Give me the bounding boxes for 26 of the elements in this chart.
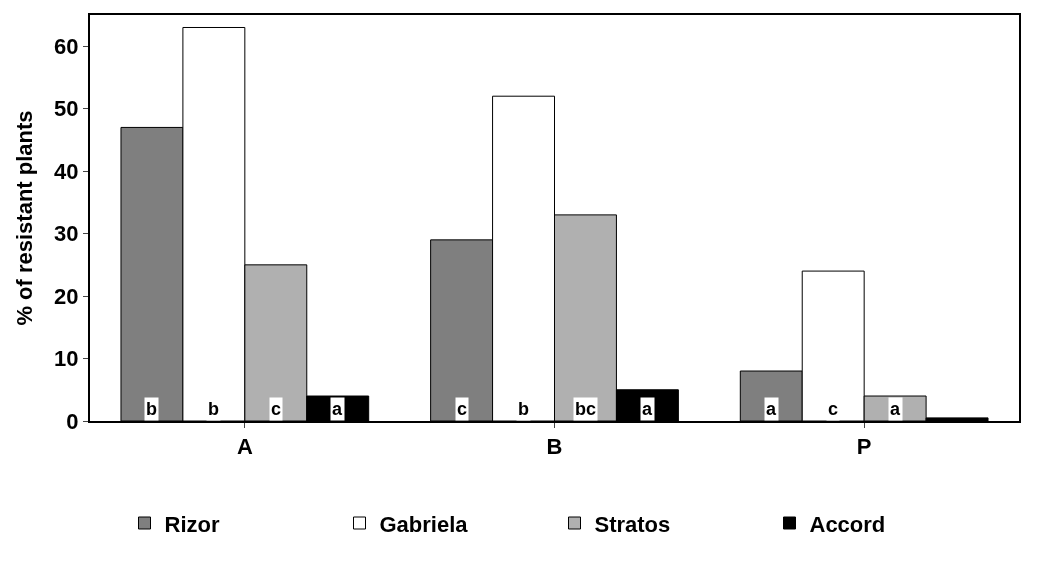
legend-label: Rizor [164, 511, 220, 537]
data-label: c [271, 399, 282, 419]
data-label: bc [575, 399, 597, 419]
y-tick-label: 40 [54, 158, 79, 184]
legend-label: Accord [809, 511, 886, 537]
y-axis-title: % of resistant plants [12, 110, 38, 326]
data-label: c [828, 399, 839, 419]
x-tick-label: B [546, 434, 563, 460]
x-tick-label: A [236, 434, 253, 460]
data-label: b [146, 399, 157, 419]
data-label: a [890, 399, 901, 419]
y-tick-label: 20 [54, 283, 79, 309]
x-tick-label: P [856, 434, 872, 460]
y-tick-label: 50 [54, 96, 79, 122]
y-tick-label: 60 [54, 33, 79, 59]
data-label: b [208, 399, 219, 419]
y-tick-label: 30 [54, 221, 79, 247]
legend-label: Gabriela [379, 511, 469, 537]
data-label: a [332, 399, 343, 419]
data-label: a [642, 399, 653, 419]
data-label: c [457, 399, 468, 419]
legend-label: Stratos [594, 511, 671, 537]
data-label: a [766, 399, 777, 419]
y-tick-label: 0 [66, 408, 79, 434]
data-label: b [518, 399, 529, 419]
y-tick-label: 10 [54, 346, 79, 372]
